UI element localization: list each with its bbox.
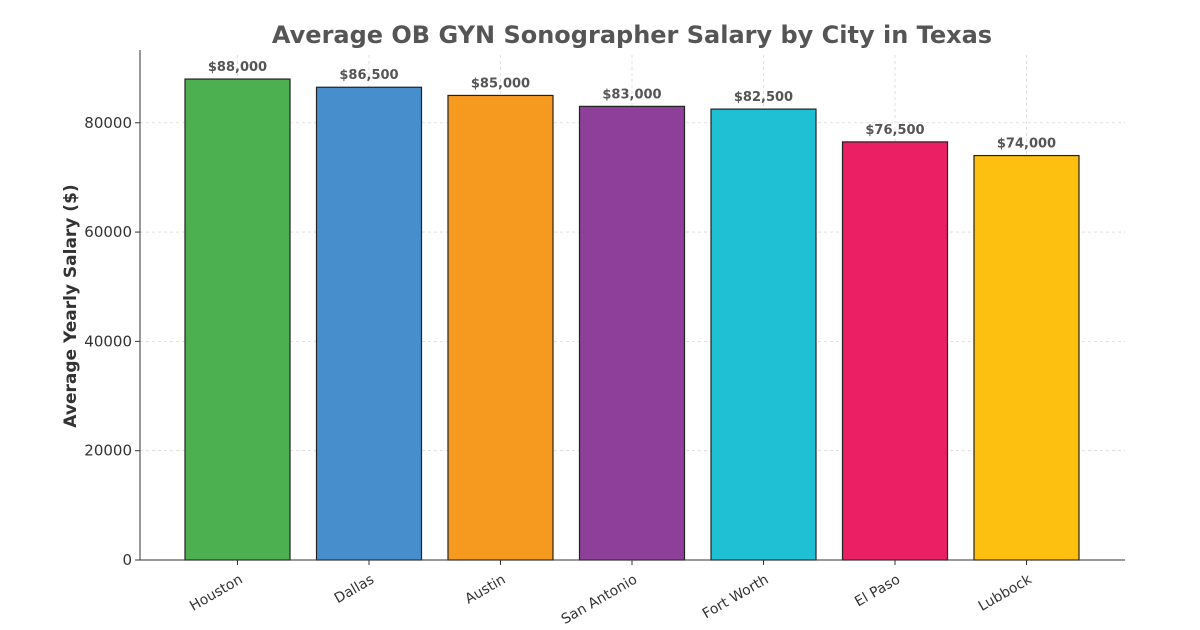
x-tick-label: Dallas — [332, 572, 377, 607]
y-tick-label: 20000 — [84, 442, 132, 460]
bar-houston — [184, 78, 291, 561]
y-tick-label: 80000 — [84, 114, 132, 132]
bar-value-label: $88,000 — [208, 60, 267, 75]
bar-lubbock — [973, 154, 1080, 561]
bar-layer — [184, 78, 1080, 561]
x-tick-label: Fort Worth — [700, 572, 772, 623]
bar-value-label: $74,000 — [997, 137, 1056, 152]
bar-value-label: $86,500 — [339, 68, 398, 83]
bar-value-label: $83,000 — [602, 87, 661, 102]
y-axis-label: Average Yearly Salary ($) — [61, 184, 81, 427]
x-tick-label: El Paso — [852, 572, 903, 611]
x-tick-label: Houston — [187, 572, 245, 615]
y-tick-label: 60000 — [84, 223, 132, 241]
bar-dallas — [315, 86, 423, 561]
y-tick-label: 40000 — [84, 332, 132, 350]
bar-austin — [447, 94, 554, 561]
bar-fort-worth — [710, 108, 817, 561]
y-tick-label: 0 — [122, 551, 132, 569]
axis-layer — [135, 50, 1125, 565]
bar-el-paso — [841, 141, 949, 561]
x-tick-label: San Antonio — [559, 572, 640, 628]
x-tick-label: Austin — [462, 572, 508, 608]
bar-value-label: $85,000 — [471, 76, 530, 91]
x-tick-label: Lubbock — [976, 571, 1035, 615]
bar-san-antonio — [578, 105, 686, 561]
chart-title: Average OB GYN Sonographer Salary by Cit… — [272, 21, 992, 49]
bar-value-label: $82,500 — [734, 90, 793, 105]
bar-value-label: $76,500 — [865, 123, 924, 138]
